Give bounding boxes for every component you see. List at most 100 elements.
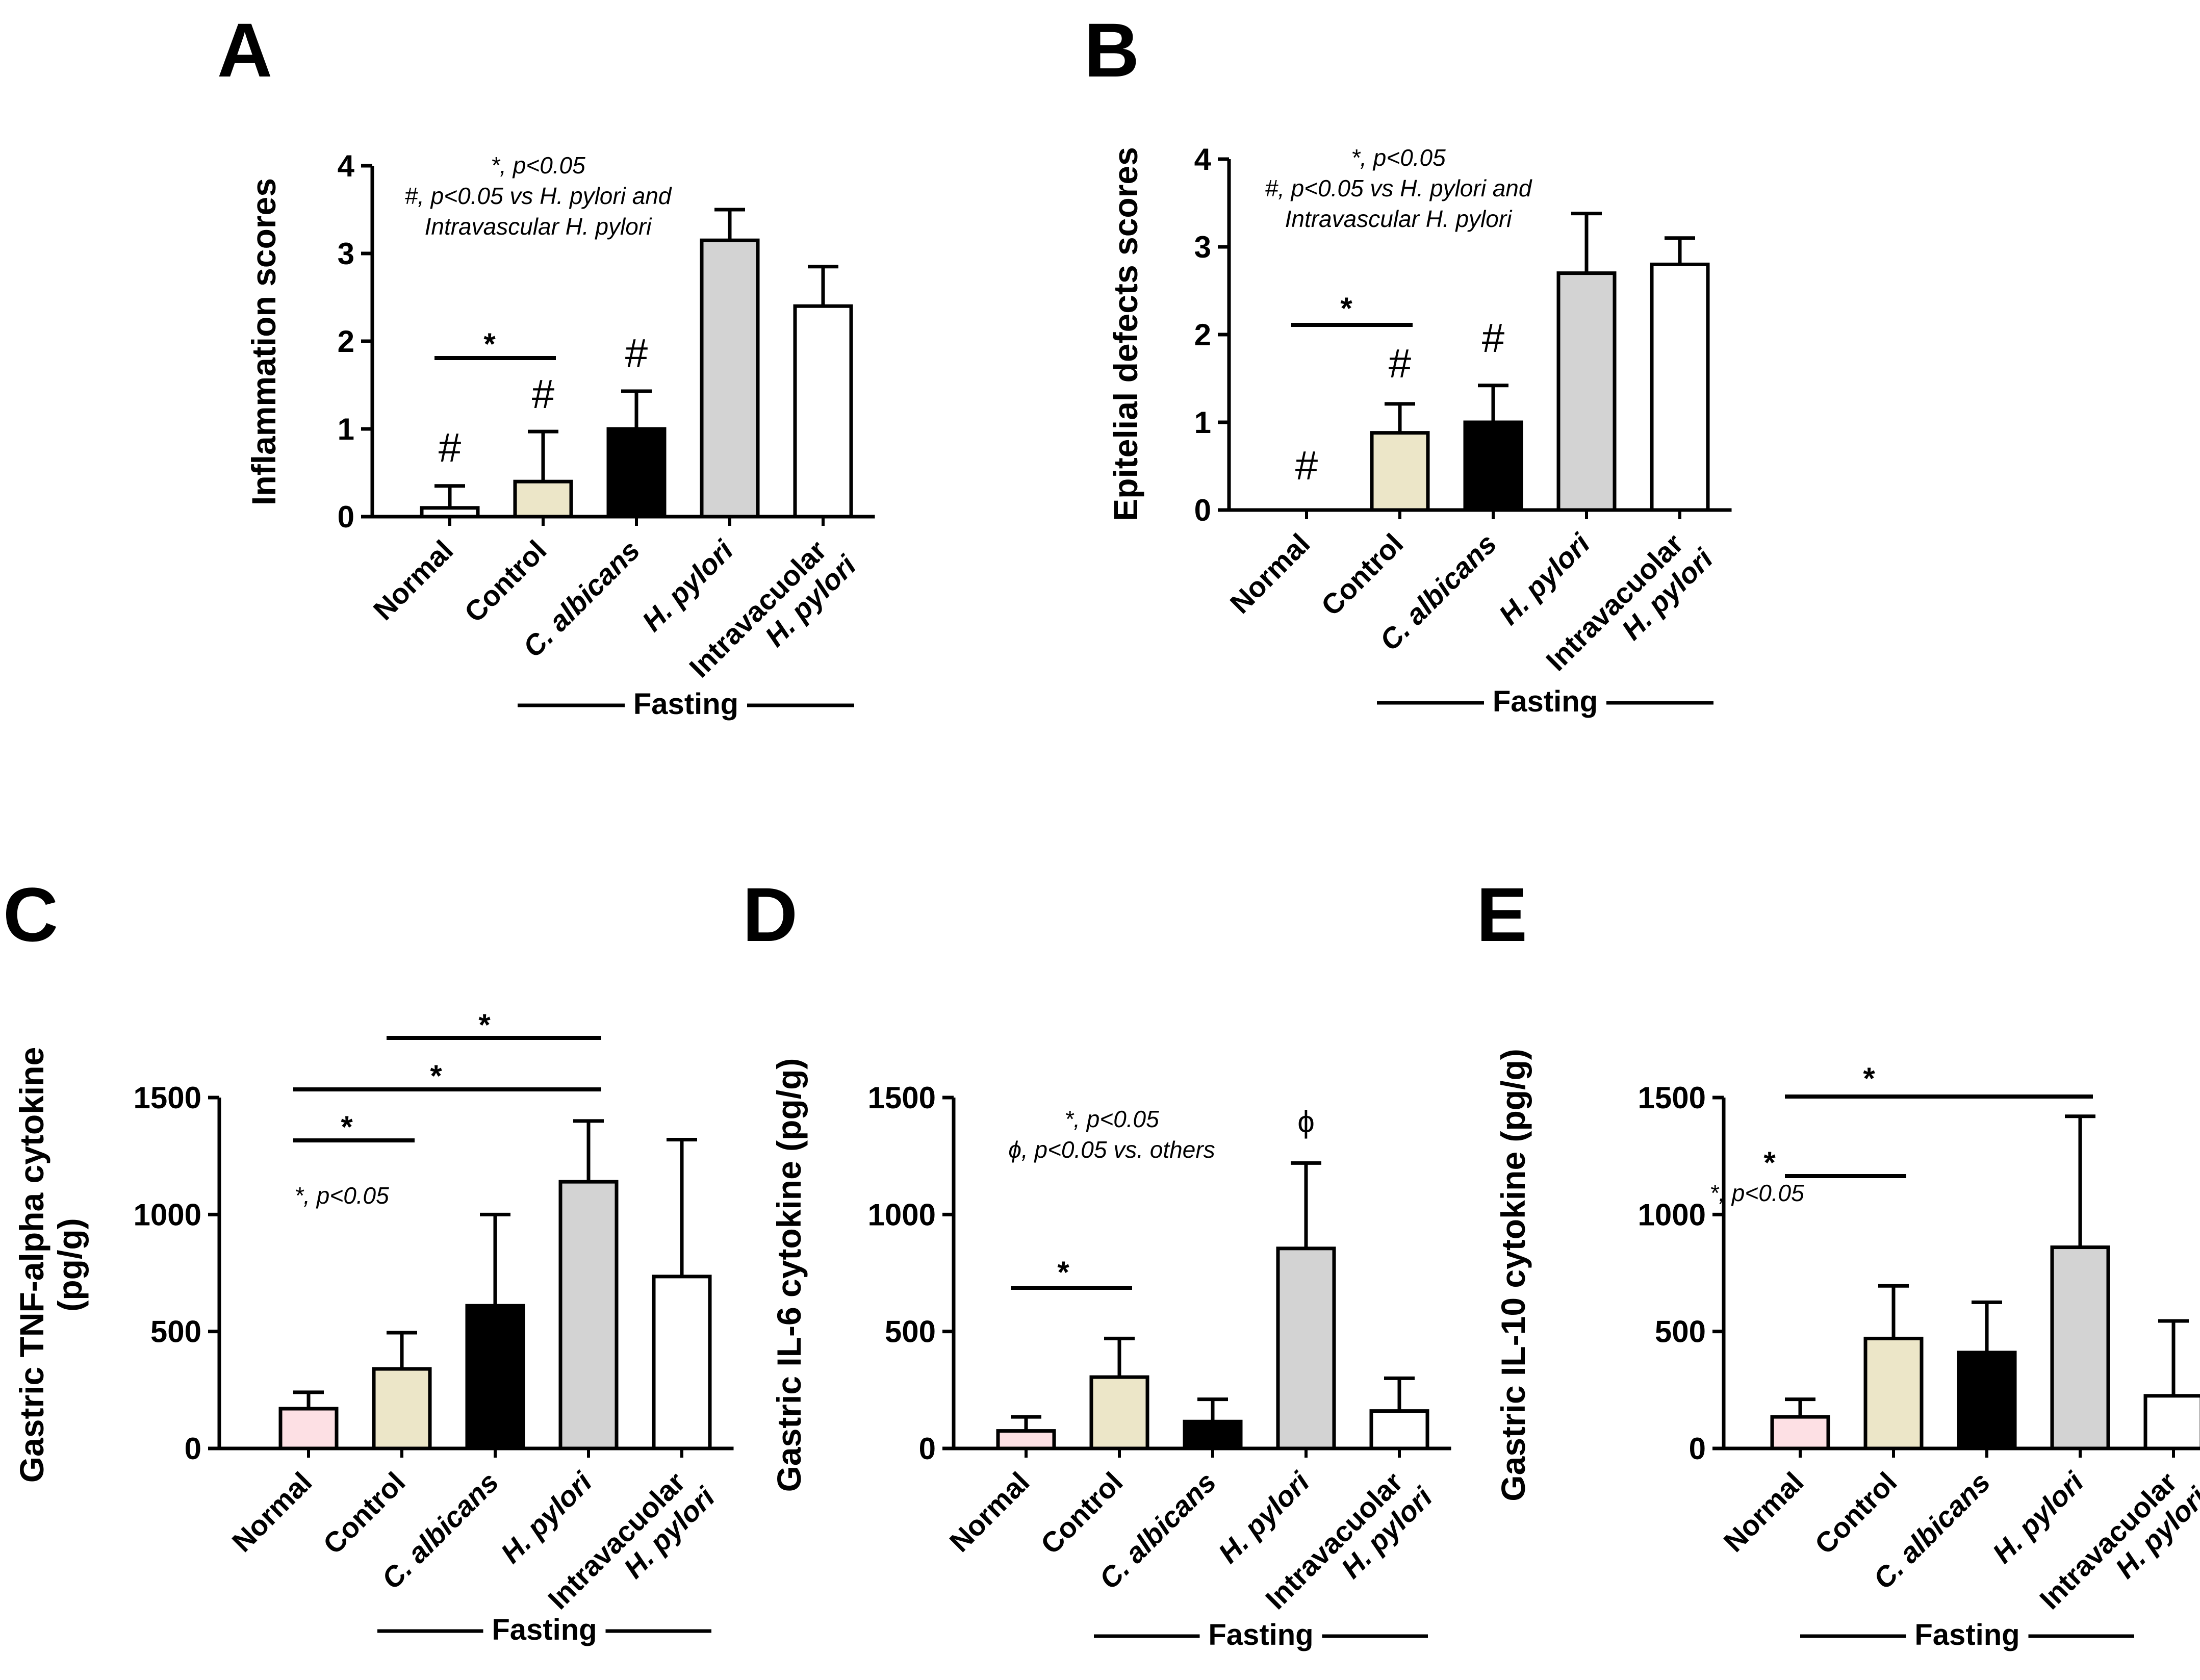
bar [1650,262,1710,512]
bar [372,1367,432,1450]
y-tick-label: 0 [919,1432,936,1466]
stat-note: Intravascular H. pylori [1285,206,1513,232]
bar [1863,1336,1924,1450]
bar [1276,1246,1336,1450]
y-tick-label: 1 [338,412,354,446]
bar [1463,420,1523,512]
x-category-label: Control [458,534,552,628]
y-axis-title: Epitelial defects scores [1107,147,1144,521]
bar [420,506,480,519]
significance-star: * [1763,1146,1776,1180]
bar [278,1407,339,1450]
hash-mark: # [1389,341,1412,386]
significance-star: * [430,1059,442,1093]
x-category-label: Control [1315,527,1409,622]
x-category-label: Control [1808,1466,1903,1560]
group-label: Fasting [1493,685,1598,718]
panel-letter: C [3,872,58,957]
y-tick-label: 4 [338,149,355,183]
x-category-label: Normal [1224,527,1316,620]
hash-mark: # [1295,443,1318,488]
panel-e: E 0 500 1000 1500 Gastric IL-10 cytokine (pg/… [1476,872,2200,1651]
y-tick-label: 1500 [868,1081,936,1115]
stat-note: #, p<0.05 vs H. pylori and [405,183,672,209]
stat-note: *, p<0.05 [1709,1180,1804,1206]
y-tick-label: 500 [885,1315,936,1349]
y-axis-title: Gastric IL-6 cytokine (pg/g) [770,1058,808,1492]
bar [793,304,853,519]
x-category-label: Normal [226,1466,318,1558]
panel-letter: D [743,872,798,957]
y-tick-label: 2 [338,324,354,359]
y-tick-label: 0 [1689,1432,1706,1466]
significance-star: * [341,1110,353,1144]
y-axis-title: Gastric IL-10 cytokine (pg/g) [1494,1049,1532,1501]
stat-note: *, p<0.05 [294,1182,389,1209]
hash-mark: # [532,371,555,417]
stat-note: *, p<0.05 [491,152,585,179]
group-label: Fasting [492,1613,597,1646]
y-tick-label: 0 [338,500,354,534]
bar [700,238,760,519]
y-tick-label: 1 [1194,405,1211,440]
hash-mark: # [439,425,462,470]
panel-d: D 0 500 1000 1500 Gastric IL-6 cytokine (pg/g… [743,872,1451,1651]
y-axis-title: Gastric TNF-alpha cytokine [13,1047,50,1483]
y-tick-label: 4 [1194,142,1212,176]
x-category-label: Control [1034,1466,1129,1560]
significance-star: * [1340,291,1352,325]
x-category-label: Control [317,1466,411,1560]
bar [1370,431,1430,512]
group-label: Fasting [633,688,738,721]
stat-note: *, p<0.05 [1064,1106,1159,1132]
bar [513,479,573,519]
bar [558,1180,619,1450]
stat-note: *, p<0.05 [1351,144,1446,171]
hash-mark: # [625,330,648,376]
y-tick-label: 0 [185,1432,201,1466]
y-tick-label: 500 [150,1315,201,1349]
bar [2050,1245,2110,1450]
y-tick-label: 1000 [868,1198,936,1232]
y-tick-label: 1500 [134,1081,201,1115]
y-tick-label: 1000 [134,1198,201,1232]
stat-note: ϕ, p<0.05 vs. others [1008,1136,1215,1163]
y-tick-label: 1500 [1638,1081,1706,1115]
bar [1556,271,1617,512]
bar [1957,1351,2017,1450]
bar [1369,1409,1429,1450]
significance-star: * [483,327,496,361]
phi-mark: ϕ [1297,1105,1315,1139]
hash-mark: # [1482,315,1505,361]
y-axis-title: Inflammation scores [245,178,283,505]
bar [652,1275,712,1450]
group-label: Fasting [1208,1618,1313,1651]
y-tick-label: 3 [338,237,354,271]
y-tick-label: 0 [1194,493,1211,527]
y-tick-label: 1000 [1638,1198,1706,1232]
y-tick-label: 3 [1194,230,1211,264]
significance-star: * [1057,1255,1069,1289]
significance-star: * [478,1008,491,1042]
group-label: Fasting [1914,1618,2019,1651]
panel-letter: A [217,7,272,93]
y-tick-label: 2 [1194,318,1211,352]
panel-letter: B [1084,7,1139,93]
bar [465,1304,525,1450]
x-category-label: Normal [1718,1466,1810,1558]
panel-letter: E [1476,872,1527,957]
bar [1089,1375,1149,1450]
stat-note: Intravascular H. pylori [425,213,653,240]
panel-c: C 0 500 1000 1500 Gastric TNF-alpha cytokine(… [3,872,734,1646]
x-category-label: Normal [943,1466,1036,1558]
bar [606,427,667,519]
panel-b: B 0 1 2 3 4 Epitelial defects scores NormalCont… [1084,7,1732,718]
bar [2143,1394,2200,1450]
significance-star: * [1863,1061,1875,1096]
bar [1770,1415,1830,1450]
y-tick-label: 500 [1655,1315,1706,1349]
stat-note: #, p<0.05 vs H. pylori and [1265,175,1532,201]
y-axis-title-units: (pg/g) [51,1218,89,1311]
